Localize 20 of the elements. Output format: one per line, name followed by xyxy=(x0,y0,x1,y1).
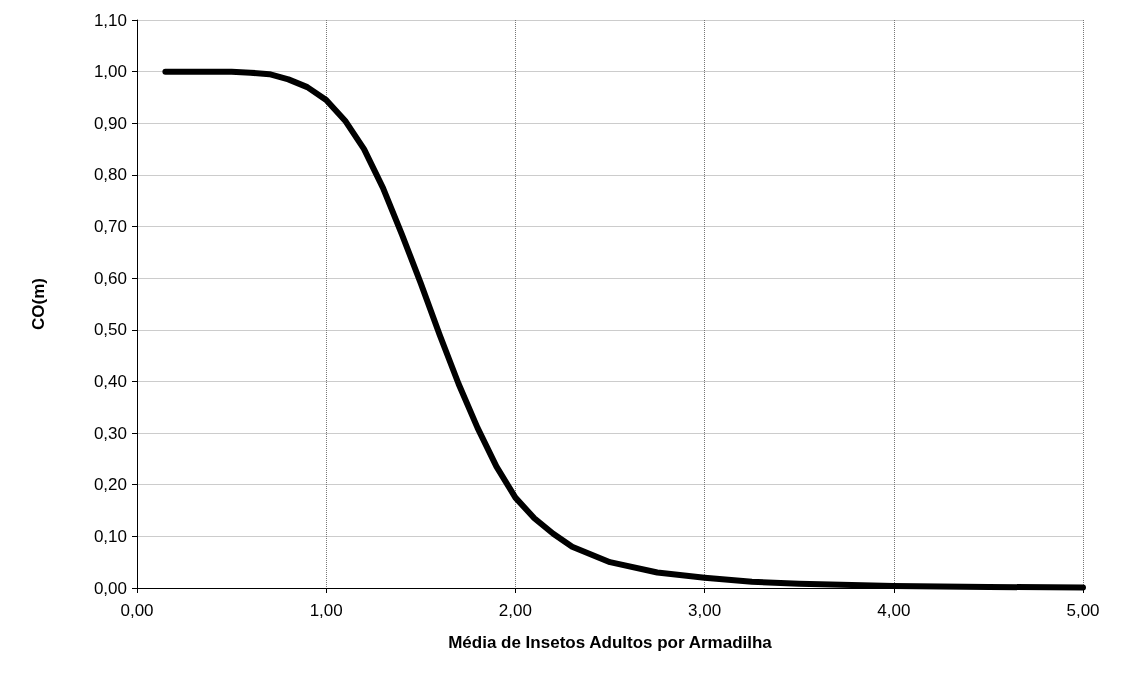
y-tick-label: 1,00 xyxy=(93,62,127,82)
x-tick-label: 2,00 xyxy=(498,601,532,620)
y-tick-label: 0,80 xyxy=(93,165,127,185)
x-axis-title: Média de Insetos Adultos por Armadilha xyxy=(448,633,773,652)
y-axis-title: CO(m) xyxy=(29,278,48,330)
y-tick-label: 0,30 xyxy=(93,423,127,443)
y-tick-label: 0,60 xyxy=(93,268,127,288)
x-tick-label: 4,00 xyxy=(877,601,911,620)
x-tick-label: 1,00 xyxy=(309,601,343,620)
y-tick-label: 0,00 xyxy=(93,578,127,598)
y-tick-label: 0,20 xyxy=(93,475,127,495)
y-tick-label: 0,90 xyxy=(93,113,127,133)
y-tick-label: 0,10 xyxy=(93,526,127,546)
y-tick-label: 0,70 xyxy=(93,217,127,237)
y-tick-label: 1,10 xyxy=(93,10,127,30)
x-tick-label: 0,00 xyxy=(120,601,154,620)
y-tick-label: 0,50 xyxy=(93,320,127,340)
x-tick-label: 5,00 xyxy=(1066,601,1100,620)
x-tick-label: 3,00 xyxy=(688,601,722,620)
y-tick-label: 0,40 xyxy=(93,371,127,391)
